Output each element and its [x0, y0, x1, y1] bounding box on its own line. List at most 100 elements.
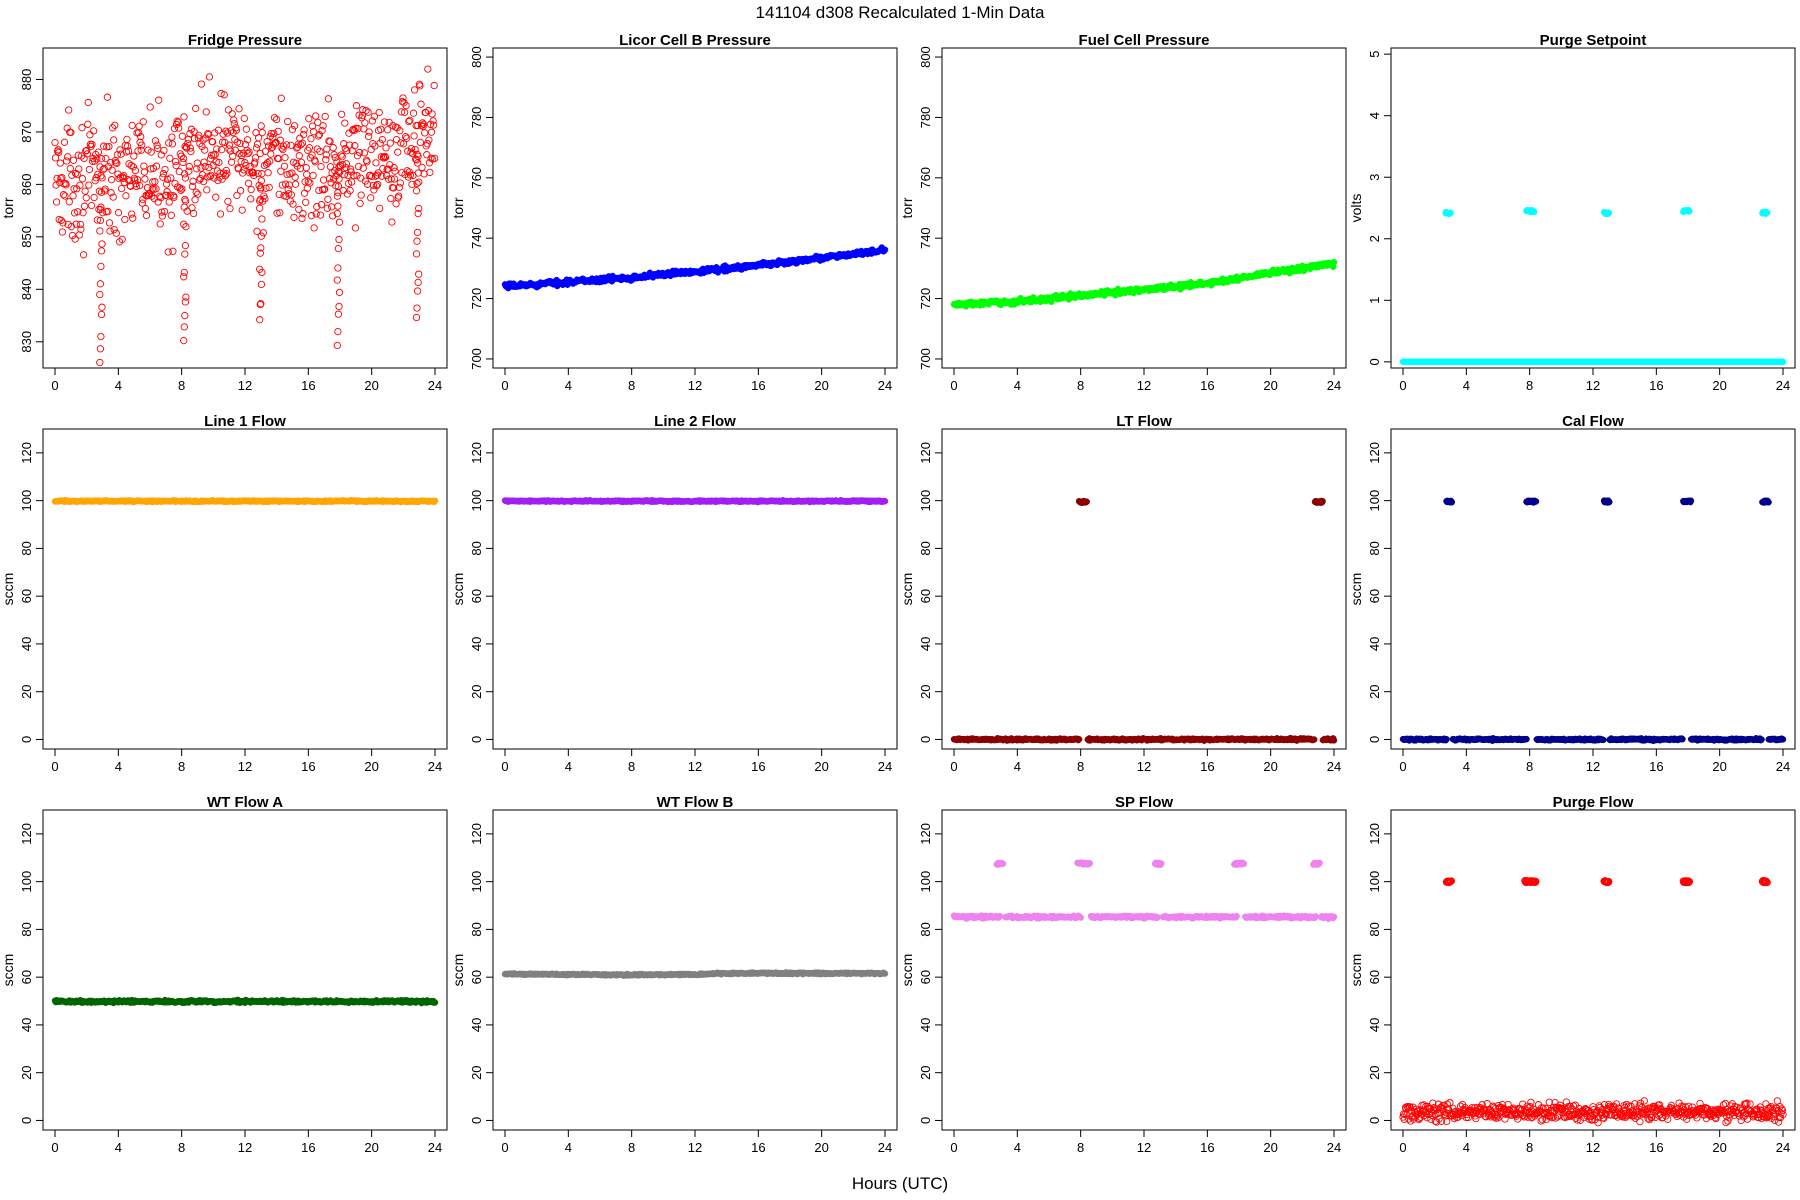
- data-point: [348, 178, 356, 186]
- data-point: [270, 129, 278, 138]
- y-tick-label: 740: [918, 227, 933, 249]
- y-tick-label: 120: [469, 442, 484, 464]
- data-point: [123, 135, 131, 144]
- data-point: [413, 156, 421, 164]
- y-tick-label: 80: [19, 922, 34, 936]
- data-point: [281, 153, 289, 162]
- data-point: [129, 163, 137, 171]
- data-point: [406, 116, 414, 125]
- data-point: [177, 186, 185, 194]
- data-point: [208, 138, 217, 146]
- data-point: [166, 154, 174, 162]
- panel-title: LT Flow: [1116, 413, 1172, 430]
- x-tick-label: 0: [51, 378, 58, 393]
- y-tick-label: 60: [918, 589, 933, 603]
- data-point: [261, 194, 269, 203]
- data-point: [1763, 209, 1771, 216]
- data-point: [338, 153, 346, 161]
- data-point: [64, 153, 72, 161]
- data-point: [84, 120, 92, 128]
- y-axis-label: torr: [899, 197, 915, 218]
- data-point: [181, 298, 190, 306]
- data-point: [351, 224, 360, 232]
- data-point: [1765, 498, 1772, 506]
- y-axis-label: sccm: [450, 573, 466, 606]
- data-point: [123, 142, 132, 150]
- data-point: [412, 313, 421, 322]
- data-point: [227, 158, 236, 166]
- data-point: [92, 174, 100, 182]
- data-point: [317, 201, 326, 209]
- data-point: [70, 185, 78, 193]
- data-point: [88, 157, 97, 165]
- data-point: [430, 81, 438, 90]
- data-point: [388, 218, 396, 226]
- data-point: [56, 178, 64, 187]
- data-point: [73, 170, 81, 179]
- data-point: [141, 175, 149, 183]
- data-point: [272, 115, 281, 124]
- data-point: [238, 206, 246, 214]
- data-point: [55, 148, 63, 157]
- data-point: [322, 156, 330, 164]
- data-point: [189, 209, 198, 218]
- y-tick-label: 20: [19, 1065, 34, 1079]
- y-tick-label: 2: [1367, 235, 1382, 242]
- data-point: [200, 158, 208, 166]
- data-point: [257, 244, 265, 252]
- data-point: [289, 200, 297, 208]
- data-point: [188, 182, 197, 191]
- data-point: [222, 166, 230, 175]
- data-point: [1687, 497, 1695, 504]
- data-point: [138, 199, 146, 207]
- data-point: [179, 158, 187, 167]
- y-tick-label: 100: [469, 490, 484, 512]
- data-point: [90, 193, 98, 202]
- data-point: [316, 211, 325, 219]
- data-point: [414, 152, 422, 160]
- data-point: [215, 158, 223, 167]
- data-point: [170, 124, 179, 133]
- data-point: [178, 132, 187, 140]
- data-point: [364, 108, 372, 116]
- data-point: [335, 288, 344, 297]
- data-point: [366, 171, 374, 179]
- data-point: [181, 241, 190, 250]
- data-point: [431, 497, 439, 505]
- x-tick-label: 20: [1263, 378, 1277, 393]
- data-point: [172, 120, 181, 129]
- x-tick-label: 24: [878, 378, 892, 393]
- data-point: [279, 145, 287, 154]
- data-point: [165, 139, 173, 147]
- data-point: [67, 128, 75, 137]
- data-point: [257, 232, 266, 240]
- data-point: [362, 106, 370, 115]
- data-point: [326, 137, 334, 146]
- data-point: [109, 193, 117, 201]
- y-tick-label: 20: [918, 684, 933, 698]
- y-tick-label: 700: [918, 348, 933, 370]
- data-point: [173, 117, 181, 125]
- x-tick-label: 24: [428, 1140, 442, 1155]
- data-point: [304, 178, 312, 186]
- data-point: [399, 94, 407, 102]
- data-point: [57, 174, 65, 183]
- x-tick-label: 0: [51, 1140, 58, 1155]
- data-point: [410, 132, 418, 140]
- data-point: [242, 161, 250, 170]
- data-point: [256, 265, 264, 273]
- y-tick-label: 100: [1367, 490, 1382, 512]
- data-point: [105, 142, 113, 151]
- data-point: [1448, 498, 1456, 506]
- data-points: [51, 65, 439, 367]
- data-point: [368, 172, 376, 181]
- data-point: [427, 154, 435, 162]
- data-point: [287, 191, 296, 199]
- data-point: [135, 181, 144, 190]
- data-point: [232, 124, 240, 132]
- data-point: [56, 159, 64, 167]
- data-point: [421, 129, 429, 137]
- data-point: [264, 169, 272, 177]
